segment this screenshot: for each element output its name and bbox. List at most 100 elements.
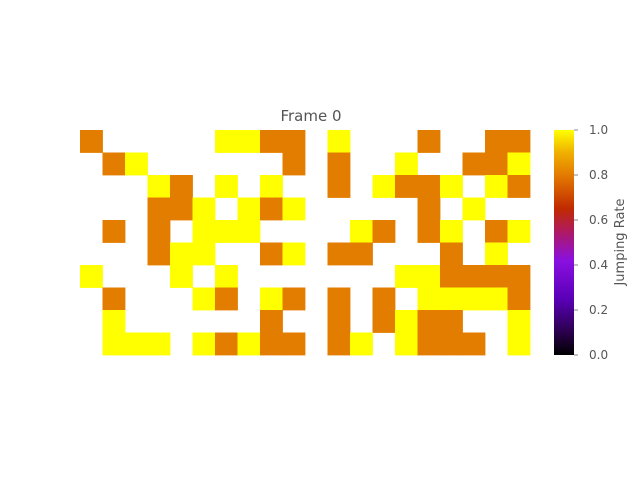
heatmap-cell	[327, 310, 351, 333]
heatmap-cell	[507, 175, 531, 198]
heatmap-cell	[507, 332, 531, 356]
heatmap-cell	[125, 332, 148, 356]
heatmap-cell	[282, 130, 306, 153]
colorbar-label: Jumping Rate	[613, 198, 628, 286]
heatmap-cell	[440, 332, 463, 356]
heatmap-cell	[102, 310, 126, 333]
heatmap-cell	[282, 287, 306, 311]
colorbar-tick-label: 0.2	[589, 303, 608, 317]
heatmap-cell	[485, 220, 508, 243]
heatmap-cell	[170, 175, 193, 198]
heatmap-cell	[507, 287, 531, 311]
heatmap-cell	[215, 130, 238, 153]
heatmap-cell	[395, 332, 418, 356]
heatmap-cell	[260, 310, 283, 333]
heatmap-cell	[395, 152, 418, 176]
heatmap-cell	[507, 310, 531, 333]
heatmap-cell	[507, 265, 531, 288]
heatmap-cell	[372, 310, 396, 333]
heatmap-cell	[80, 130, 103, 153]
heatmap-cell	[440, 175, 463, 198]
heatmap-cell	[440, 220, 463, 243]
heatmap-cell	[327, 287, 351, 311]
heatmap-cell	[372, 220, 396, 243]
heatmap-cell	[192, 197, 216, 221]
colorbar-tick-label: 0.0	[589, 348, 608, 362]
heatmap-cell	[282, 242, 306, 266]
heatmap-cell	[260, 332, 283, 356]
heatmap-cell	[147, 175, 171, 198]
heatmap-cell	[417, 175, 441, 198]
heatmap-cell	[462, 287, 486, 311]
heatmap-cell	[192, 220, 216, 243]
heatmap-cell	[395, 310, 418, 333]
heatmap-cell	[192, 287, 216, 311]
colorbar-tick-label: 0.4	[589, 258, 608, 272]
heatmap-cell	[350, 242, 373, 266]
heatmap-cell	[215, 175, 238, 198]
heatmap-cell	[170, 242, 193, 266]
colorbar-gradient	[554, 130, 574, 355]
heatmap-cell	[462, 152, 486, 176]
heatmap-cell	[417, 220, 441, 243]
chart-title: Frame 0	[280, 107, 341, 125]
colorbar: 0.0 0.2 0.4 0.6 0.8 1.0 Jumping Rate	[554, 123, 628, 362]
colorbar-tick-label: 1.0	[589, 123, 608, 137]
heatmap-cell	[192, 242, 216, 266]
heatmap-cell	[192, 332, 216, 356]
heatmap-cell	[282, 197, 306, 221]
heatmap-cell	[327, 130, 351, 153]
colorbar-tick-label: 0.6	[589, 213, 608, 227]
heatmap-cell	[147, 220, 171, 243]
heatmap-cell	[80, 265, 103, 288]
heatmap-cell	[440, 287, 463, 311]
heatmap-cell	[102, 332, 126, 356]
heatmap-cell	[147, 242, 171, 266]
heatmap-cell	[417, 130, 441, 153]
heatmap-cell	[485, 130, 508, 153]
heatmap-cell	[485, 265, 508, 288]
heatmap-cell	[102, 152, 126, 176]
heatmap-cell	[417, 310, 441, 333]
heatmap-cell	[237, 130, 261, 153]
heatmap-cell	[260, 242, 283, 266]
heatmap-cell	[440, 242, 463, 266]
heatmap-cell	[440, 265, 463, 288]
heatmap-cell	[147, 332, 171, 356]
heatmap-cell	[125, 152, 148, 176]
heatmap-cell	[215, 220, 238, 243]
colorbar-ticks: 0.0 0.2 0.4 0.6 0.8 1.0	[574, 123, 608, 362]
heatmap-cell	[395, 175, 418, 198]
heatmap-cell	[462, 197, 486, 221]
heatmap-cell	[102, 287, 126, 311]
heatmap-cell	[260, 287, 283, 311]
heatmap-cell	[350, 332, 373, 356]
heatmap-cell	[260, 175, 283, 198]
heatmap-cell	[147, 197, 171, 221]
heatmap-cell	[170, 197, 193, 221]
heatmap-cell	[215, 287, 238, 311]
heatmap-cell	[327, 242, 351, 266]
heatmap-cell	[440, 310, 463, 333]
heatmap-cell	[485, 242, 508, 266]
heatmap-cell	[417, 265, 441, 288]
heatmap-cell	[170, 265, 193, 288]
heatmap-cell	[215, 265, 238, 288]
heatmap-cell	[260, 197, 283, 221]
heatmap-cell	[260, 130, 283, 153]
heatmap-cell	[102, 220, 126, 243]
heatmap-cell	[237, 197, 261, 221]
heatmap-cell	[327, 175, 351, 198]
colorbar-tick-label: 0.8	[589, 168, 608, 182]
heatmap-cells	[80, 130, 531, 356]
heatmap-cell	[462, 332, 486, 356]
heatmap-cell	[485, 152, 508, 176]
heatmap-cell	[327, 152, 351, 176]
heatmap-cell	[417, 332, 441, 356]
heatmap-cell	[507, 152, 531, 176]
heatmap-cell	[462, 265, 486, 288]
heatmap-cell	[215, 332, 238, 356]
heatmap-cell	[395, 265, 418, 288]
